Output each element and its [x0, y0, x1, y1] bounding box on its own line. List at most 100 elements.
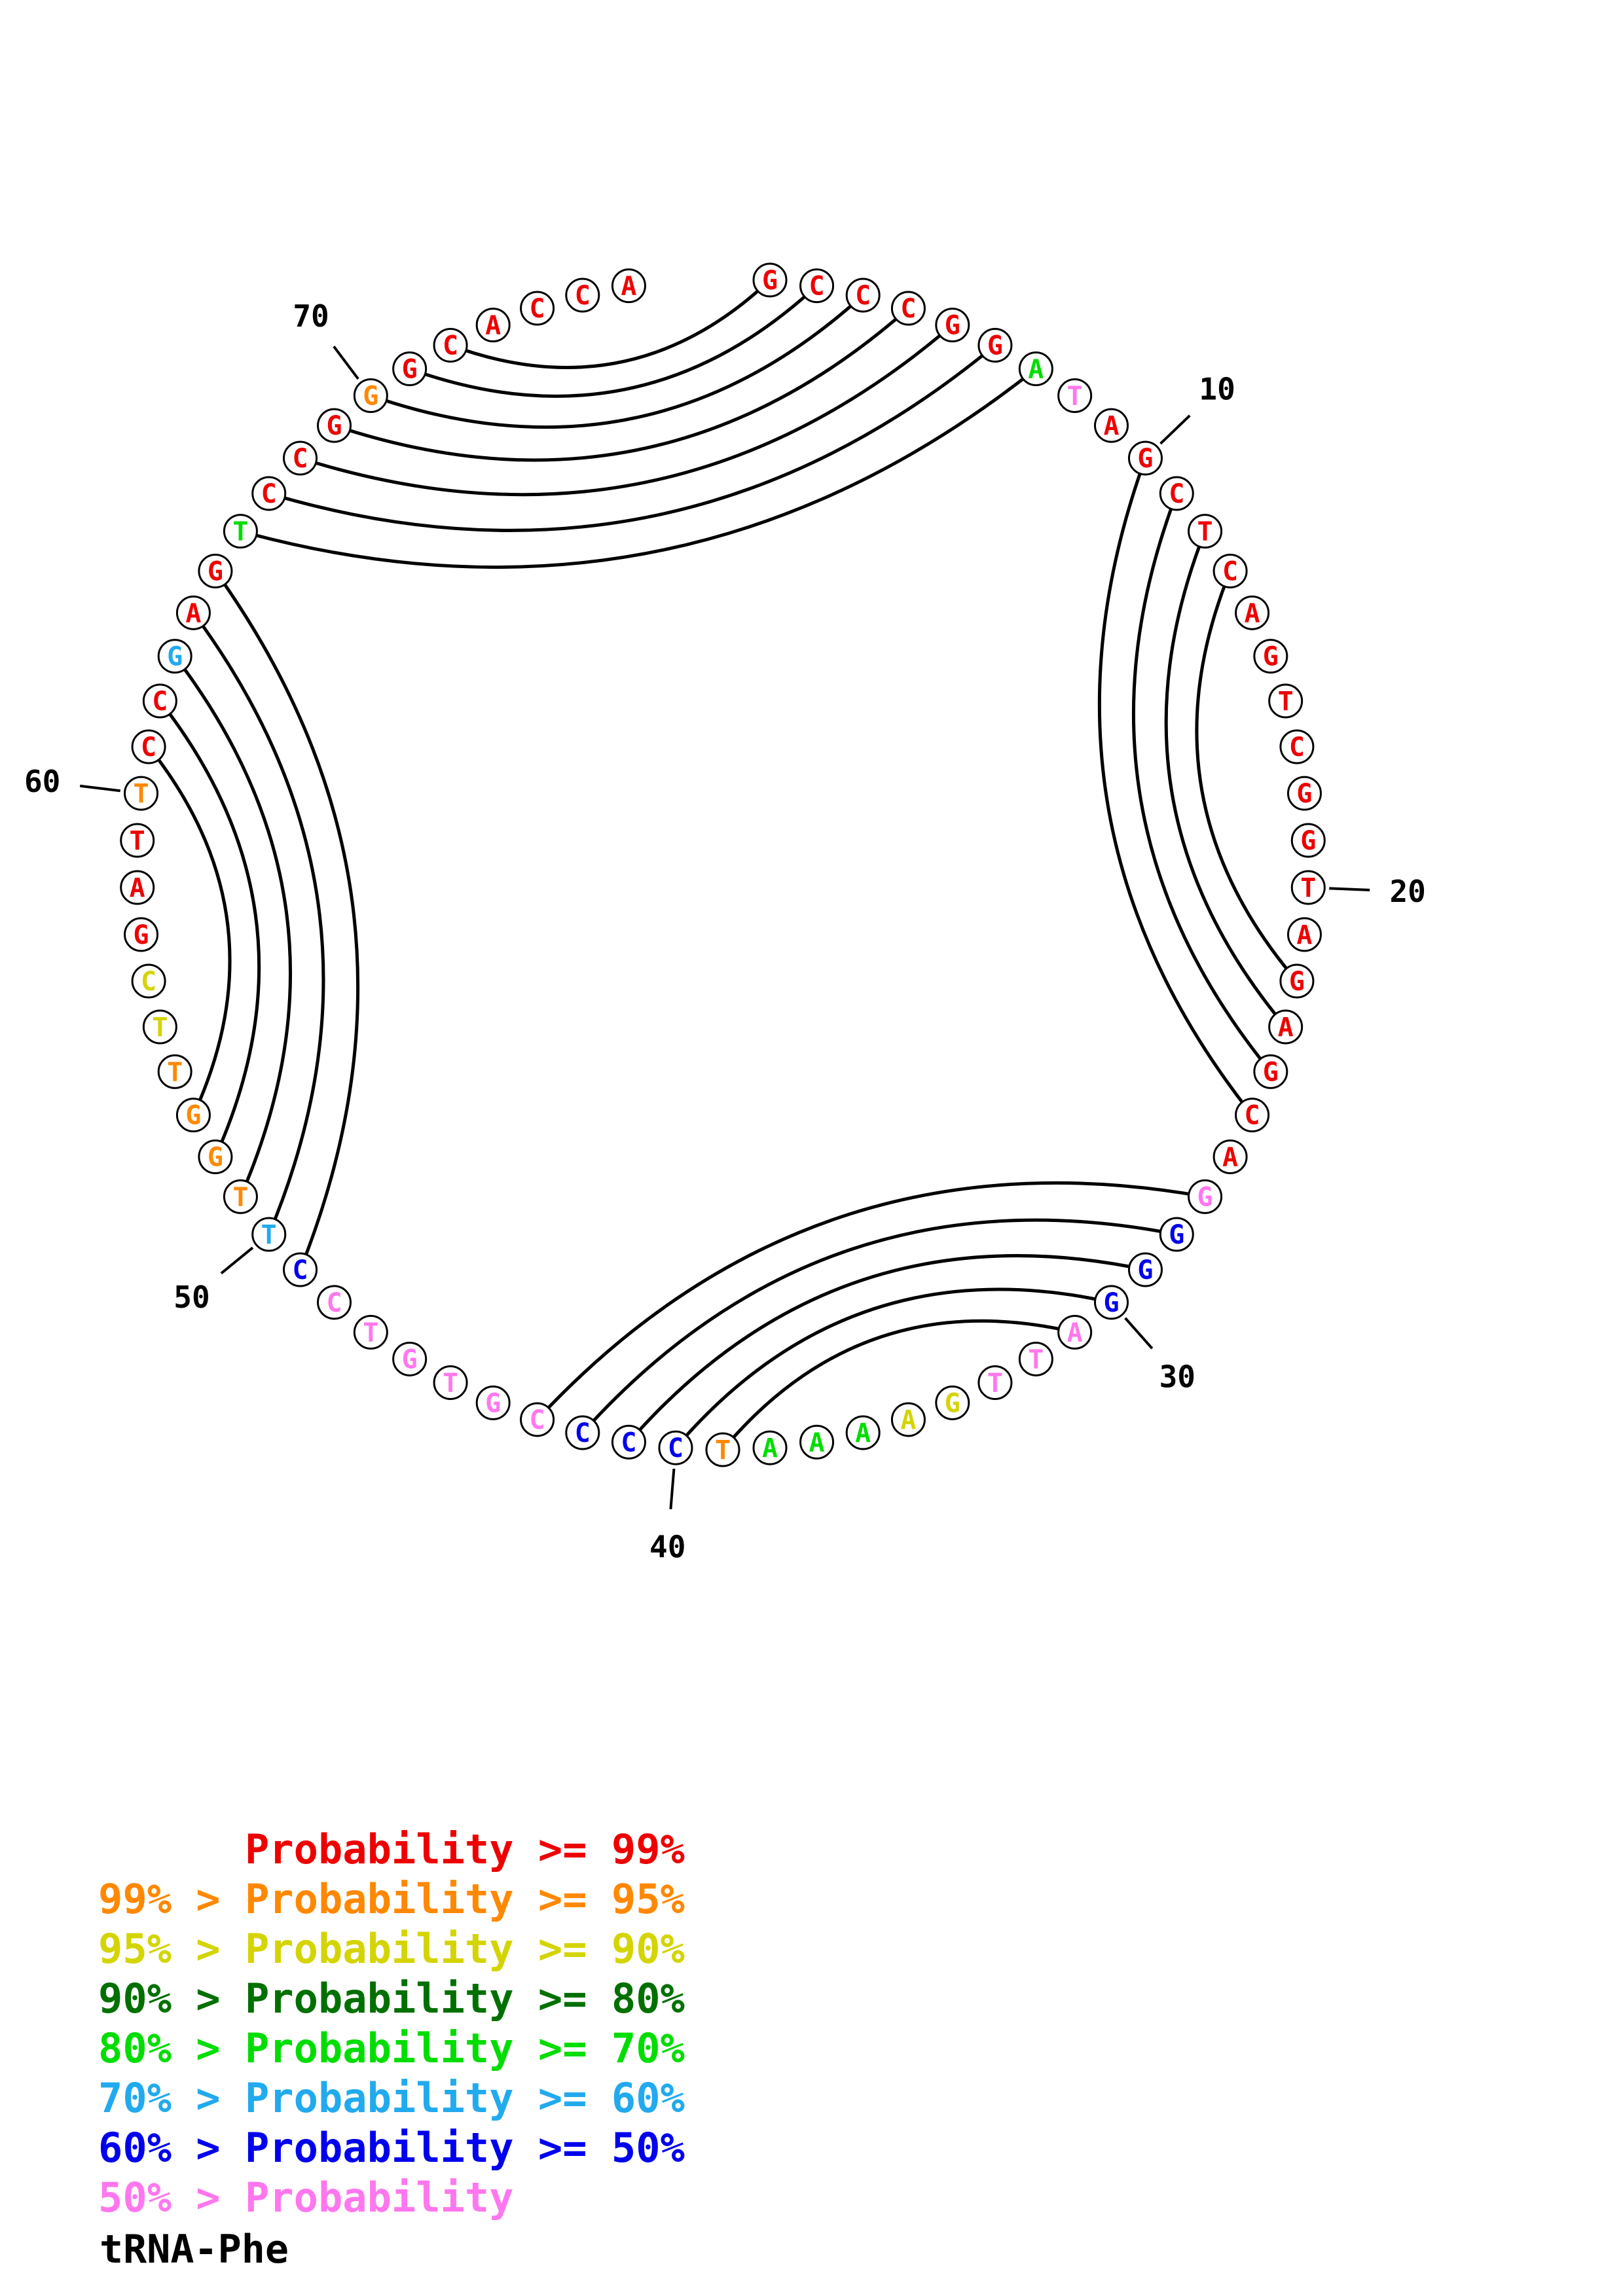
nucleotide-circle: [565, 1415, 600, 1450]
pair-arc: [173, 655, 292, 1198]
nucleotide-circle: [1286, 917, 1322, 952]
position-label: 20: [1389, 874, 1425, 909]
nucleotide-letter: A: [762, 1433, 778, 1463]
nucleotide-circle: [198, 554, 233, 588]
nucleotide-circle: [1235, 595, 1270, 630]
nucleotide-circle: [353, 1315, 388, 1350]
nucleotide-letter: G: [945, 311, 960, 341]
legend-row: 95% > Probability >= 90%: [98, 1925, 685, 1973]
nucleotide-circle: [251, 476, 287, 511]
pair-arc: [674, 1287, 1112, 1449]
nucleotide-letter: T: [1067, 381, 1083, 411]
nucleotide-letter: A: [485, 311, 501, 341]
nucleotide-circle: [611, 1424, 646, 1460]
nucleotide-letter: T: [130, 826, 145, 856]
nucleotide-letter: C: [809, 272, 825, 302]
pair-arc: [1164, 530, 1287, 1028]
nucleotide-circle: [353, 378, 388, 413]
pair-arc: [536, 1181, 1206, 1421]
nucleotide-circle: [1268, 683, 1304, 719]
nucleotide-circle: [475, 308, 511, 343]
nucleotide-letter: A: [1245, 598, 1260, 628]
nucleotide-circle: [175, 595, 211, 630]
nucleotide-circle: [611, 268, 646, 304]
nucleotide-letter: T: [232, 1182, 248, 1212]
nucleotide-letter: A: [1278, 1013, 1294, 1043]
nucleotide-circle: [977, 1365, 1013, 1400]
position-label: 50: [173, 1280, 210, 1315]
pair-arc: [333, 307, 910, 462]
nucleotide-letter: T: [167, 1057, 183, 1087]
nucleotide-circle: [157, 639, 192, 674]
nucleotide-letter: C: [575, 1418, 591, 1448]
nucleotide-circle: [1159, 476, 1194, 511]
position-label: 60: [24, 764, 60, 799]
position-label: 10: [1199, 372, 1235, 407]
nucleotide-letter: G: [1137, 1255, 1153, 1285]
nucleotide-letter: T: [232, 517, 248, 547]
nucleotide-circle: [1286, 776, 1322, 811]
nucleotide-letter: G: [1289, 967, 1305, 997]
nucleotide-circle: [1093, 408, 1129, 443]
nucleotide-circle: [120, 870, 155, 905]
pair-arc: [1132, 493, 1272, 1073]
nucleotide-letter: G: [485, 1388, 501, 1418]
nucleotide-circle: [1253, 1054, 1288, 1089]
nucleotide-circle: [1290, 823, 1326, 858]
nucleotide-letter: A: [809, 1427, 825, 1458]
nucleotide-letter: T: [1197, 517, 1213, 547]
label-leader-line: [333, 346, 359, 380]
nucleotide-letter: A: [855, 1418, 871, 1448]
nucleotide-letter: G: [208, 557, 223, 587]
nucleotide-letter: C: [575, 281, 591, 311]
pair-arc: [213, 570, 360, 1270]
nucleotide-circle: [1127, 440, 1163, 476]
label-leader-line: [79, 784, 120, 793]
nucleotide-circle: [223, 1179, 258, 1214]
pair-arc: [370, 294, 864, 429]
nucleotide-circle: [658, 1430, 693, 1465]
nucleotide-letter: G: [1103, 1288, 1119, 1318]
nucleotide-letter: C: [443, 331, 458, 361]
nucleotide-circle: [142, 1009, 177, 1045]
nucleotide-circle: [752, 262, 788, 298]
nucleotide-circle: [935, 1385, 970, 1420]
nucleotide-circle: [1018, 351, 1053, 387]
nucleotide-letter: C: [668, 1433, 684, 1463]
nucleotide-circle: [283, 440, 318, 476]
nucleotide-letter: C: [855, 281, 871, 311]
nucleotide-letter: C: [1245, 1101, 1260, 1131]
nucleotide-letter: G: [363, 381, 378, 411]
nucleotide-circle: [317, 408, 352, 443]
nucleotide-circle: [520, 1402, 555, 1437]
nucleotide-letter: T: [715, 1435, 731, 1465]
nucleotide-circle: [433, 1365, 468, 1400]
nucleotide-letter: A: [185, 598, 201, 628]
probability-legend: Probability >= 99% 99% > Probability >= 9…: [98, 1825, 685, 2223]
nucleotide-circle: [1057, 378, 1093, 413]
nucleotide-circle: [1018, 1341, 1053, 1376]
position-label: 70: [293, 298, 329, 334]
legend-row: 50% > Probability: [98, 2174, 514, 2221]
nucleotide-letter: A: [621, 272, 636, 302]
nucleotide-letter: T: [1278, 687, 1294, 717]
nucleotide-letter: G: [945, 1388, 960, 1418]
nucleotide-letter: A: [900, 1405, 916, 1435]
nucleotide-circle: [251, 1217, 287, 1252]
nucleotide-circle: [1279, 729, 1315, 764]
nucleotide-letter: C: [141, 732, 156, 762]
pair-arc: [450, 279, 771, 369]
nucleotide-letter: G: [185, 1101, 201, 1131]
nucleotide-circle: [124, 917, 159, 952]
nucleotide-circle: [157, 1054, 192, 1089]
nucleotide-circle: [705, 1432, 740, 1467]
nucleotide-circle: [890, 291, 926, 326]
nucleotide-letter: T: [261, 1220, 277, 1250]
nucleotide-letter: T: [1028, 1344, 1044, 1374]
nucleotide-circle: [1290, 870, 1326, 905]
nucleotide-letter: C: [292, 444, 308, 474]
nucleotide-circle: [1127, 1252, 1163, 1287]
nucleotide-circle: [120, 823, 155, 858]
nucleotide-circle: [977, 328, 1013, 363]
nucleotide-letter: C: [141, 967, 156, 997]
